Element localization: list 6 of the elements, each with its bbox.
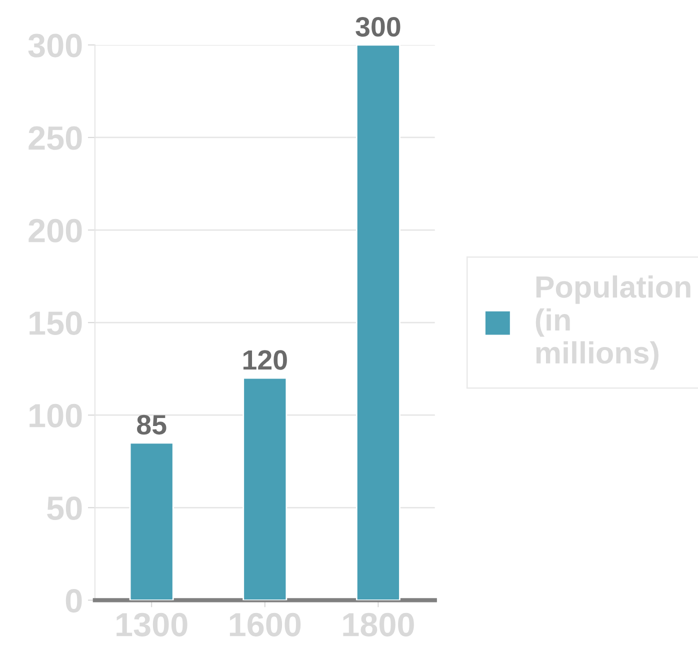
data-label: 85 (137, 414, 166, 435)
bar (242, 377, 288, 600)
bar (129, 442, 174, 600)
data-label: 120 (243, 350, 287, 370)
bar (356, 44, 400, 600)
data-label: 300 (356, 17, 400, 37)
